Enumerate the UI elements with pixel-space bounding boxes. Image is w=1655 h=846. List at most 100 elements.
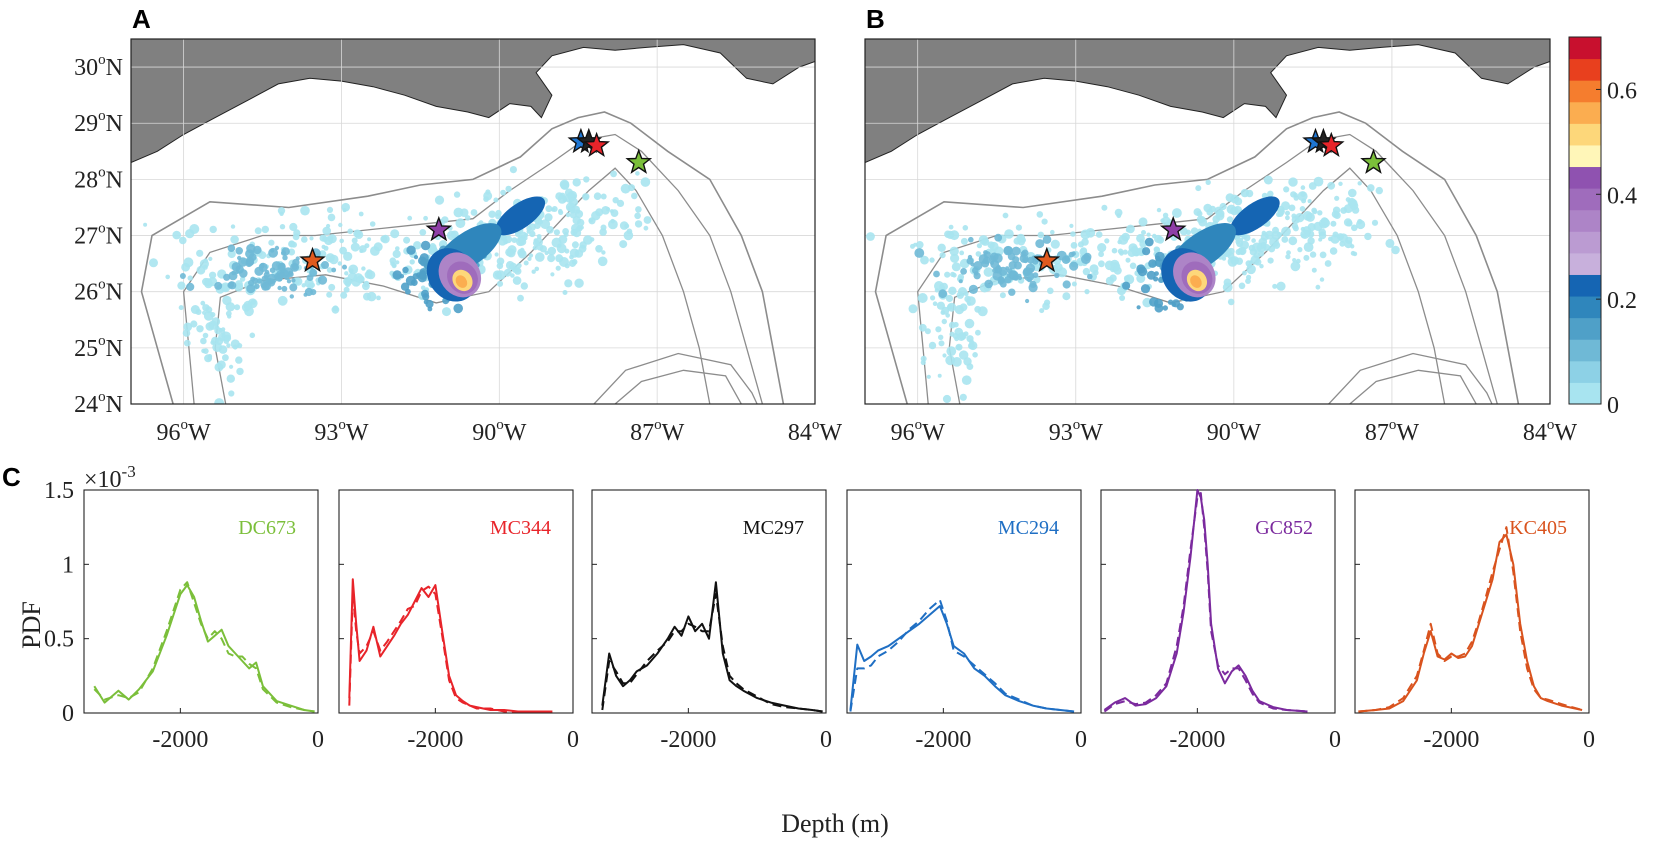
density-point xyxy=(937,373,942,378)
density-point xyxy=(1235,248,1242,256)
density-point xyxy=(608,219,618,230)
density-point xyxy=(331,267,337,273)
density-point xyxy=(1062,280,1071,289)
density-point xyxy=(497,236,508,246)
density-point xyxy=(261,225,269,234)
density-point xyxy=(1146,232,1151,237)
y-tick-label: 0.5 xyxy=(44,627,74,653)
density-point xyxy=(600,224,607,231)
density-point xyxy=(1172,208,1182,218)
density-point xyxy=(623,230,634,241)
density-point xyxy=(1195,185,1202,192)
y-scale-multiplier: ×10 xyxy=(84,467,122,493)
density-point xyxy=(1044,299,1051,306)
density-point xyxy=(1198,217,1208,227)
lat-tick-label: 27oN xyxy=(74,221,123,250)
density-point xyxy=(343,286,350,293)
density-point xyxy=(610,170,617,178)
density-point xyxy=(1375,186,1384,195)
density-point xyxy=(550,272,555,277)
land xyxy=(865,39,1550,164)
density-point xyxy=(1313,221,1323,231)
density-point xyxy=(1292,258,1297,263)
density-point xyxy=(574,278,584,288)
density-point xyxy=(1129,262,1137,270)
lon-tick-label: 96oW xyxy=(157,417,212,446)
density-point xyxy=(253,245,262,255)
density-point xyxy=(987,241,995,249)
colorbar-tick-label: 0 xyxy=(1607,393,1619,419)
density-point xyxy=(558,208,563,214)
density-point xyxy=(459,208,469,217)
density-point xyxy=(310,289,317,296)
density-point xyxy=(237,255,242,261)
colorbar-swatch xyxy=(1569,209,1601,232)
density-point xyxy=(961,375,972,386)
density-point xyxy=(1117,248,1124,255)
density-point xyxy=(455,218,466,229)
density-point xyxy=(230,224,236,229)
density-point xyxy=(1278,208,1285,216)
series-line-dashed xyxy=(1358,526,1583,713)
density-point xyxy=(1148,259,1157,268)
density-point xyxy=(908,304,918,314)
density-point xyxy=(405,288,411,295)
density-point xyxy=(1219,202,1227,211)
density-point xyxy=(1324,260,1332,267)
density-point xyxy=(937,243,946,252)
density-point xyxy=(1004,276,1012,284)
density-point xyxy=(978,235,989,245)
density-point xyxy=(400,282,410,291)
density-point xyxy=(209,225,217,234)
density-point xyxy=(516,237,525,247)
x-axis-label: Depth (m) xyxy=(781,809,889,838)
density-point xyxy=(643,225,649,231)
density-point xyxy=(994,266,1000,273)
density-point xyxy=(928,341,937,350)
density-point xyxy=(976,243,983,249)
y-scale-exponent: -3 xyxy=(122,462,136,481)
density-point xyxy=(1297,191,1308,202)
density-point xyxy=(485,189,491,195)
density-point xyxy=(1153,246,1161,254)
lat-tick-label: 26oN xyxy=(74,277,123,306)
density-point xyxy=(495,209,502,217)
density-point xyxy=(545,205,553,213)
density-point xyxy=(568,197,578,207)
subplot-frame xyxy=(591,489,827,714)
subplot-title: GC852 xyxy=(1255,517,1313,539)
colorbar-swatch xyxy=(1569,166,1601,189)
x-tick-label: -2000 xyxy=(660,727,716,753)
density-point xyxy=(593,192,602,200)
density-point xyxy=(235,265,244,274)
density-point xyxy=(351,237,358,244)
density-point xyxy=(222,295,232,306)
density-point xyxy=(579,225,584,230)
density-point xyxy=(1196,210,1203,217)
series-line-dashed xyxy=(1103,492,1308,713)
pdf-subplot-kc405: -2000 0 KC405 xyxy=(1354,489,1595,753)
density-point xyxy=(1371,219,1379,226)
density-point xyxy=(321,244,326,249)
density-point xyxy=(950,271,956,277)
density-point xyxy=(514,267,522,275)
density-point xyxy=(328,283,336,291)
density-point xyxy=(983,267,994,277)
density-point xyxy=(944,271,951,278)
density-point xyxy=(595,245,603,253)
density-point xyxy=(590,237,595,242)
density-point xyxy=(395,246,400,251)
density-point xyxy=(520,282,528,290)
density-point xyxy=(635,206,642,213)
lat-tick-label: 24oN xyxy=(74,389,123,418)
subplot-title: DC673 xyxy=(238,517,296,539)
density-point xyxy=(1171,302,1177,307)
density-point xyxy=(1190,227,1199,235)
density-point xyxy=(569,248,580,258)
density-point xyxy=(959,350,969,360)
density-point xyxy=(234,304,241,311)
density-core xyxy=(1230,196,1280,236)
density-point xyxy=(1095,231,1103,238)
density-point xyxy=(924,328,931,335)
density-point xyxy=(187,275,193,281)
